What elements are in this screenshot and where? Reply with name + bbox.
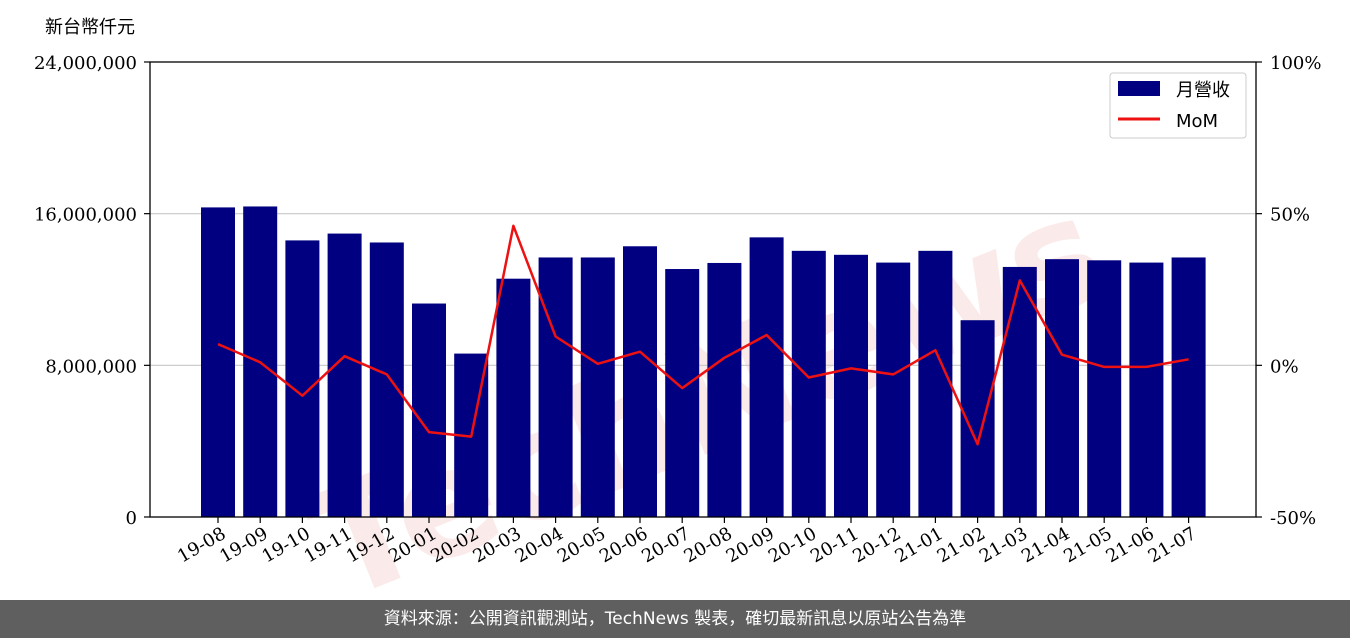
bar-series — [201, 206, 1206, 518]
revenue-bar — [327, 233, 362, 517]
legend-label-revenue: 月營收 — [1176, 80, 1230, 101]
revenue-bar — [369, 242, 404, 517]
right-tick-label: -50% — [1270, 508, 1316, 529]
revenue-bar — [1087, 260, 1122, 517]
revenue-bar — [707, 262, 742, 517]
right-tick-label: 50% — [1270, 205, 1310, 226]
revenue-bar — [665, 269, 700, 517]
revenue-bar — [834, 254, 868, 517]
chart: TechNews 08,000,00016,000,00024,000,000-… — [34, 17, 1322, 600]
left-tick-label: 0 — [126, 508, 137, 529]
right-tick-label: 100% — [1270, 53, 1321, 74]
revenue-bar — [918, 250, 953, 517]
y-axis-unit-label: 新台幣仟元 — [45, 17, 135, 38]
x-tick-label: 21-07 — [1145, 523, 1200, 567]
revenue-bar — [1045, 259, 1079, 517]
mom-series — [217, 224, 1189, 446]
left-tick-label: 8,000,000 — [45, 356, 137, 377]
revenue-bar — [749, 237, 784, 518]
mom-line — [217, 224, 1189, 446]
revenue-bar — [412, 303, 446, 517]
revenue-bar — [580, 257, 615, 517]
revenue-bar — [201, 207, 235, 518]
revenue-bar — [623, 246, 657, 517]
left-tick-label: 24,000,000 — [34, 53, 137, 74]
right-tick-label: 0% — [1270, 356, 1299, 377]
revenue-bar — [1171, 257, 1206, 517]
legend: 月營收 MoM — [1109, 72, 1247, 139]
plot-frame — [149, 61, 1257, 518]
revenue-bar — [538, 257, 573, 517]
legend-label-mom: MoM — [1176, 111, 1218, 132]
revenue-bar — [876, 262, 911, 517]
revenue-bar — [1002, 266, 1037, 517]
revenue-bar — [285, 240, 320, 517]
footer-source-note: 資料來源：公開資訊觀測站，TechNews 製表，確切最新訊息以原站公告為準 — [0, 600, 1350, 638]
revenue-bar — [791, 250, 826, 517]
revenue-bar — [1129, 262, 1164, 517]
left-tick-label: 16,000,000 — [34, 205, 137, 226]
revenue-bar — [496, 278, 531, 517]
legend-bar-swatch — [1118, 81, 1160, 96]
